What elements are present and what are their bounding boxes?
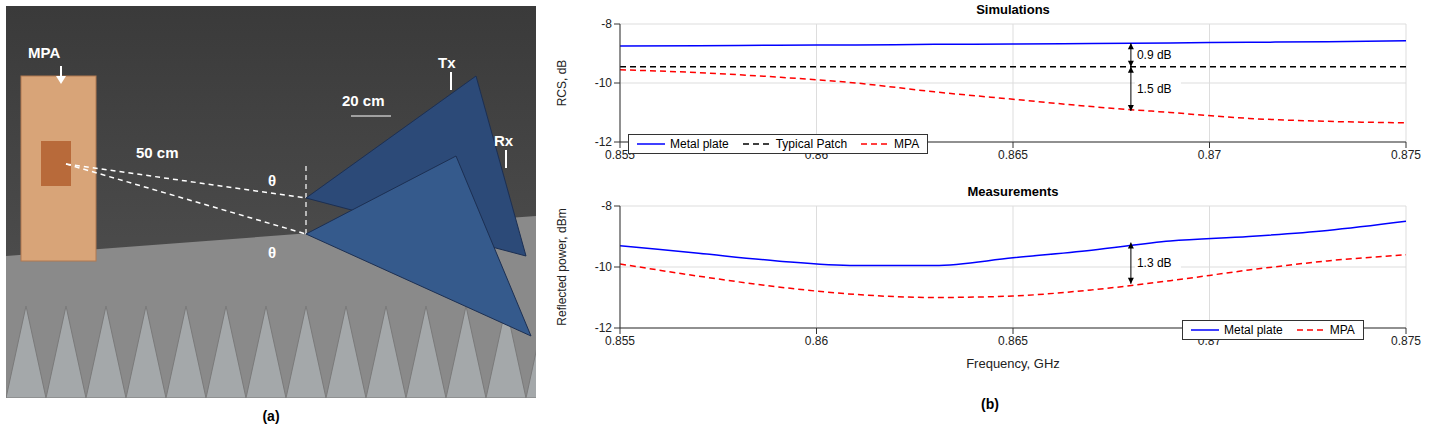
svg-text:-8: -8 bbox=[601, 18, 612, 31]
svg-text:-10: -10 bbox=[595, 76, 613, 90]
html-text:Metal plate: Metal plate bbox=[1224, 323, 1283, 337]
html-text:Metal plate: Metal plate bbox=[670, 137, 729, 151]
svg-text:0.86: 0.86 bbox=[805, 334, 829, 348]
svg-text:50 cm: 50 cm bbox=[136, 144, 179, 161]
svg-text:0.9 dB: 0.9 dB bbox=[1137, 48, 1172, 62]
svg-text:0.855: 0.855 bbox=[605, 148, 635, 162]
svg-text:-12: -12 bbox=[595, 135, 613, 149]
html-text:(b): (b) bbox=[981, 396, 999, 412]
svg-text:MPA: MPA bbox=[28, 44, 60, 61]
html-text:(a): (a) bbox=[262, 408, 280, 424]
svg-text:0.87: 0.87 bbox=[1198, 334, 1222, 348]
html-text:MPA: MPA bbox=[894, 137, 920, 151]
svg-text:0.87: 0.87 bbox=[1198, 148, 1222, 162]
svg-text:θ: θ bbox=[268, 172, 276, 189]
svg-text:1.5 dB: 1.5 dB bbox=[1137, 82, 1172, 96]
svg-text:Reflected power, dBm: Reflected power, dBm bbox=[555, 208, 569, 325]
html-text:Simulations: Simulations bbox=[976, 2, 1050, 17]
svg-text:RCS, dB: RCS, dB bbox=[555, 60, 569, 107]
html-text:Typical Patch: Typical Patch bbox=[775, 137, 848, 151]
svg-text:-12: -12 bbox=[595, 321, 613, 335]
svg-text:Frequency, GHz: Frequency, GHz bbox=[966, 356, 1060, 371]
svg-text:20 cm: 20 cm bbox=[342, 92, 385, 109]
svg-text:-8: -8 bbox=[601, 200, 612, 213]
svg-text:0.865: 0.865 bbox=[998, 334, 1028, 348]
svg-text:-10: -10 bbox=[595, 260, 613, 274]
svg-text:0.875: 0.875 bbox=[1391, 334, 1421, 348]
svg-text:0.875: 0.875 bbox=[1391, 148, 1421, 162]
html-text:MPA: MPA bbox=[1329, 323, 1355, 337]
html-text:Measurements: Measurements bbox=[967, 184, 1059, 199]
svg-text:1.3 dB: 1.3 dB bbox=[1137, 256, 1172, 270]
svg-text:0.865: 0.865 bbox=[998, 148, 1028, 162]
svg-text:0.86: 0.86 bbox=[805, 148, 829, 162]
svg-text:0.855: 0.855 bbox=[605, 334, 635, 348]
svg-text:θ: θ bbox=[268, 244, 276, 261]
svg-text:Rx: Rx bbox=[494, 132, 514, 149]
svg-text:Tx: Tx bbox=[438, 54, 456, 71]
